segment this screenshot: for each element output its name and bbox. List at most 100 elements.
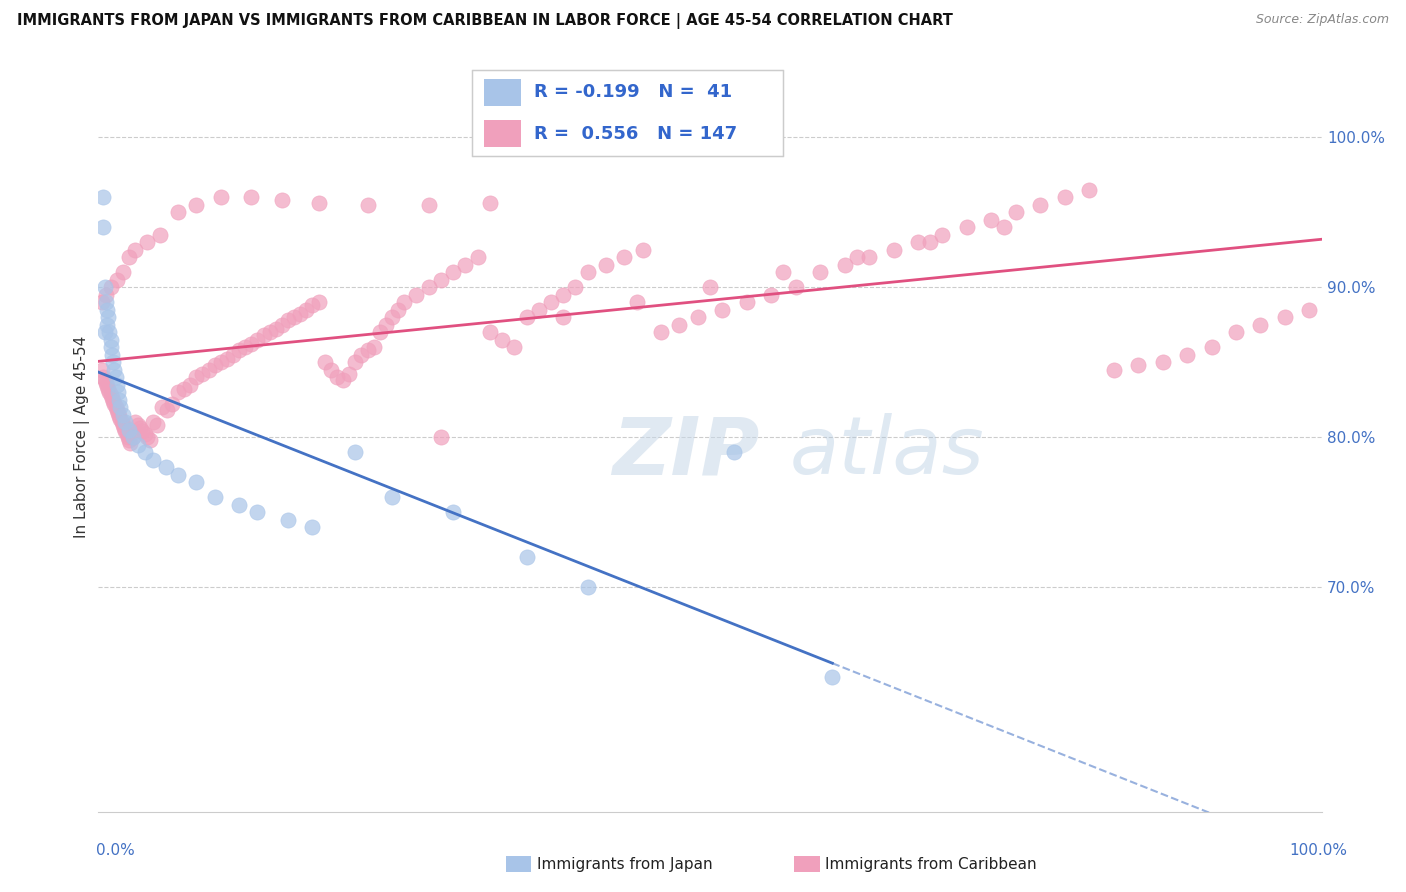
Point <box>907 235 929 250</box>
Point <box>270 318 294 332</box>
Point <box>723 445 745 459</box>
Point <box>264 322 287 336</box>
Point <box>120 436 142 450</box>
Point <box>179 377 201 392</box>
Point <box>295 302 318 317</box>
Point <box>1175 348 1198 362</box>
Point <box>491 333 513 347</box>
Text: 0.0%: 0.0% <box>96 843 135 858</box>
Point <box>97 310 120 325</box>
Point <box>114 424 136 438</box>
Point <box>112 421 135 435</box>
Point <box>785 280 807 294</box>
Point <box>118 423 141 437</box>
Point <box>883 243 905 257</box>
Point <box>381 490 404 504</box>
Point <box>277 313 299 327</box>
Point <box>956 220 979 235</box>
Point <box>553 310 575 325</box>
Point <box>215 352 238 367</box>
Point <box>418 280 440 294</box>
Point <box>711 302 734 317</box>
Point <box>326 370 349 384</box>
Point <box>167 205 190 219</box>
Text: 100.0%: 100.0% <box>1289 843 1347 858</box>
Point <box>319 362 342 376</box>
Point <box>98 325 121 339</box>
Point <box>283 310 305 325</box>
Point <box>93 325 115 339</box>
Point <box>1249 318 1271 332</box>
Point <box>834 258 856 272</box>
Point <box>613 250 636 264</box>
Point <box>441 265 464 279</box>
Point <box>344 355 367 369</box>
Point <box>108 409 131 423</box>
Point <box>136 430 159 444</box>
Point <box>515 310 537 325</box>
Point <box>104 400 127 414</box>
Point <box>332 373 354 387</box>
Text: IMMIGRANTS FROM JAPAN VS IMMIGRANTS FROM CARIBBEAN IN LABOR FORCE | AGE 45-54 CO: IMMIGRANTS FROM JAPAN VS IMMIGRANTS FROM… <box>17 13 953 29</box>
Point <box>980 212 1002 227</box>
Point <box>96 379 118 393</box>
Point <box>103 397 125 411</box>
Point <box>290 307 312 321</box>
Point <box>124 243 146 257</box>
Point <box>337 367 360 381</box>
Point <box>111 415 134 429</box>
Point <box>142 452 165 467</box>
Point <box>808 265 831 279</box>
Point <box>105 403 128 417</box>
Point <box>97 382 120 396</box>
Point <box>134 445 156 459</box>
Point <box>101 355 124 369</box>
Point <box>515 549 537 564</box>
Point <box>772 265 794 279</box>
Point <box>1201 340 1223 354</box>
Point <box>387 302 409 317</box>
Point <box>259 325 281 339</box>
Point <box>595 258 617 272</box>
Point <box>204 358 226 372</box>
Point <box>478 196 501 211</box>
Point <box>993 220 1015 235</box>
Point <box>1128 358 1150 372</box>
Point <box>91 362 114 376</box>
Point <box>1274 310 1296 325</box>
Point <box>117 430 139 444</box>
Point <box>699 280 721 294</box>
Point <box>139 433 162 447</box>
Point <box>314 355 336 369</box>
Point <box>540 295 562 310</box>
Point <box>209 355 232 369</box>
Point <box>441 505 464 519</box>
Point <box>94 295 117 310</box>
Point <box>173 382 195 396</box>
Point <box>564 280 586 294</box>
Point <box>127 418 149 433</box>
Point <box>246 505 269 519</box>
Point <box>101 394 124 409</box>
Point <box>150 400 173 414</box>
Point <box>931 227 953 242</box>
Point <box>301 520 323 534</box>
Point <box>1078 183 1101 197</box>
Point <box>142 415 165 429</box>
Point <box>277 512 299 526</box>
Point <box>301 298 323 312</box>
Point <box>111 418 134 433</box>
Point <box>91 370 114 384</box>
Point <box>124 415 146 429</box>
Point <box>356 198 378 212</box>
Point <box>363 340 385 354</box>
Point <box>240 337 263 351</box>
Point <box>228 343 250 358</box>
Point <box>1004 205 1026 219</box>
Point <box>100 280 122 294</box>
Point <box>308 295 330 310</box>
Point <box>650 325 672 339</box>
Point <box>553 287 575 301</box>
Point <box>356 343 378 358</box>
Point <box>222 348 245 362</box>
